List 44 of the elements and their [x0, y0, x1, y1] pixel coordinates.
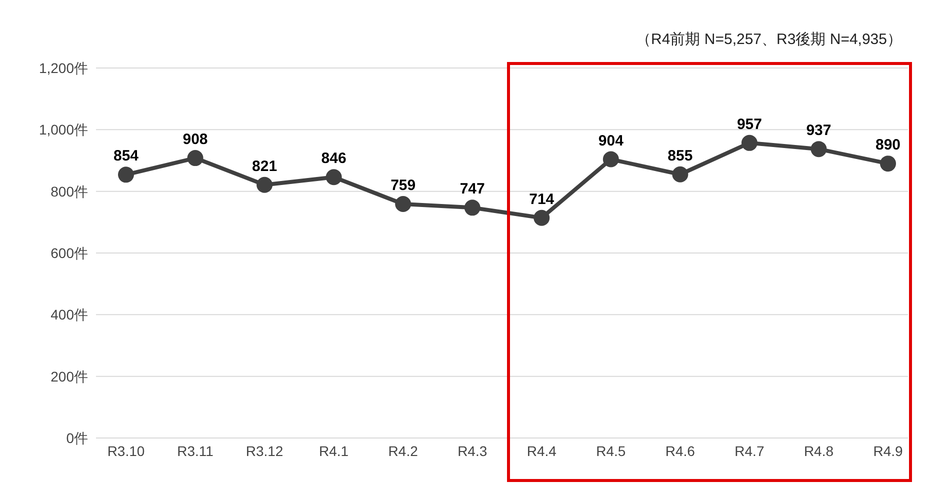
data-label: 821: [252, 158, 278, 175]
point: [395, 196, 412, 212]
data-label: 937: [806, 122, 832, 140]
y-tick-label: 200件: [50, 368, 88, 384]
x-tick-label: R3.10: [107, 442, 145, 459]
point: [741, 134, 758, 151]
x-tick-label: R4.5: [596, 442, 626, 459]
data-label: 908: [182, 131, 208, 148]
point: [187, 150, 204, 166]
x-tick-label: R4.7: [734, 442, 764, 459]
data-label: 855: [668, 147, 693, 164]
x-tick-label: R4.8: [804, 442, 834, 459]
data-label: 890: [875, 136, 901, 154]
point: [672, 166, 688, 182]
point: [810, 141, 827, 158]
data-label: 747: [460, 180, 485, 198]
point: [534, 210, 550, 226]
x-tick-label: R4.2: [388, 442, 418, 459]
y-tick-label: 800件: [50, 183, 88, 200]
x-tick-label: R3.11: [177, 442, 214, 459]
x-tick-label: R4.3: [458, 442, 488, 459]
data-label: 854: [113, 148, 140, 165]
text: （R4前期 N=5,257、R3後期 N=4,935）: [636, 30, 902, 49]
point: [464, 200, 480, 216]
point: [602, 151, 619, 168]
data-label: 957: [736, 116, 762, 133]
y-tick-label: 1,000件: [38, 122, 88, 138]
y-tick-label: 400件: [50, 306, 88, 323]
point: [118, 166, 134, 183]
point: [326, 169, 342, 186]
y-tick-label: 1,200件: [38, 60, 88, 76]
data-label: 904: [598, 132, 624, 150]
data-label: 846: [321, 150, 346, 168]
x-tick-label: R4.9: [873, 442, 903, 459]
y-tick-label: 0件: [66, 430, 88, 446]
y-tick-label: 600件: [50, 244, 88, 261]
x-tick-label: R4.1: [319, 442, 349, 459]
x-tick-label: R4.6: [665, 442, 696, 459]
data-label: 759: [390, 176, 416, 194]
data-label: 714: [529, 190, 555, 208]
point: [880, 156, 896, 172]
x-tick-label: R3.12: [246, 442, 284, 459]
x-tick-label: R4.4: [526, 442, 557, 459]
point: [256, 176, 273, 193]
